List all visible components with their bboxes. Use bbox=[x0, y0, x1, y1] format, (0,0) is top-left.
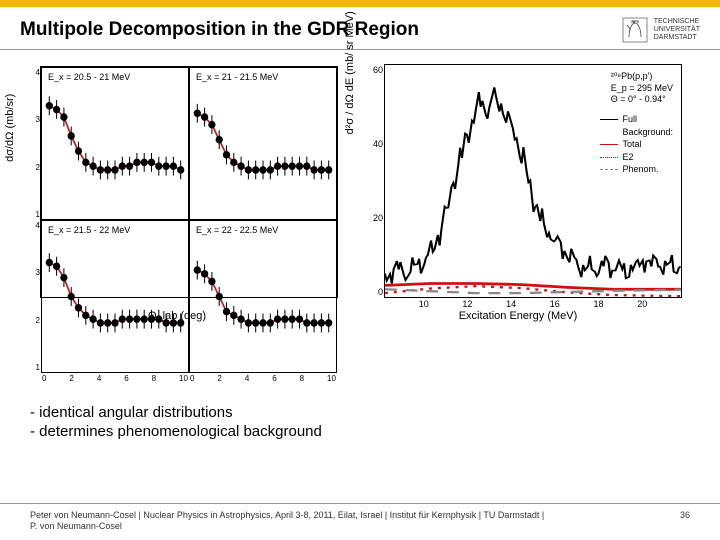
logo-text: TECHNISCHE UNIVERSITÄT DARMSTADT bbox=[654, 18, 700, 42]
right-ylabel: d²σ / dΩ dE (mb/ sr MeV) bbox=[344, 11, 356, 134]
panel-label-3: E_x = 22 - 22.5 MeV bbox=[196, 225, 278, 235]
footer-credits: Peter von Neumann-Cosel | Nuclear Physic… bbox=[30, 510, 550, 533]
legend-phenom: Phenom. bbox=[600, 163, 673, 176]
angular-dist-chart: dσ/dΩ (mb/sr) 4321 E_x = 20.5 - 21 MeV E… bbox=[12, 60, 342, 320]
page-number: 36 bbox=[680, 510, 690, 533]
footer: Peter von Neumann-Cosel | Nuclear Physic… bbox=[0, 503, 720, 533]
legend-total: Total bbox=[600, 138, 673, 151]
annot-angle: Θ = 0° - 0.94° bbox=[611, 94, 673, 106]
panel-svg-3 bbox=[190, 221, 336, 372]
panel-label-2: E_x = 21.5 - 22 MeV bbox=[48, 225, 130, 235]
right-plot-area: 6040200 101214161820 ²⁰⁸Pb(p,p') E_p = 2… bbox=[384, 64, 682, 298]
left-xlabel: Θ_lab (deg) bbox=[148, 310, 206, 322]
logo-line3: DARMSTADT bbox=[654, 34, 700, 42]
panel-br: 0246810 E_x = 22 - 22.5 MeV bbox=[189, 220, 337, 373]
excitation-spectrum-chart: d²σ / dΩ dE (mb/ sr MeV) 6040200 1012141… bbox=[348, 60, 688, 320]
panel-svg-1 bbox=[190, 68, 336, 219]
annot-energy: E_p = 295 MeV bbox=[611, 83, 673, 95]
panel-tl: 4321 E_x = 20.5 - 21 MeV bbox=[41, 67, 189, 220]
xticks-bl: 0246810 bbox=[42, 374, 188, 384]
athena-icon bbox=[622, 17, 648, 43]
bullet-1: - identical angular distributions bbox=[30, 404, 690, 421]
yticks-bl: 4321 bbox=[26, 221, 40, 372]
logo-line2: UNIVERSITÄT bbox=[654, 26, 700, 34]
xticks-br: 0246810 bbox=[190, 374, 336, 384]
panel-tr: E_x = 21 - 21.5 MeV bbox=[189, 67, 337, 220]
right-annotation: ²⁰⁸Pb(p,p') E_p = 295 MeV Θ = 0° - 0.94° bbox=[611, 71, 673, 106]
content-area: dσ/dΩ (mb/sr) 4321 E_x = 20.5 - 21 MeV E… bbox=[0, 50, 720, 320]
university-logo: TECHNISCHE UNIVERSITÄT DARMSTADT bbox=[622, 17, 700, 43]
right-xlabel: Excitation Energy (MeV) bbox=[459, 310, 578, 322]
legend-e2: E2 bbox=[600, 151, 673, 164]
yticks-tl: 4321 bbox=[26, 68, 40, 219]
left-panel-grid: 4321 E_x = 20.5 - 21 MeV E_x = 21 - 21.5… bbox=[40, 66, 338, 298]
right-yticks: 6040200 bbox=[363, 65, 383, 297]
bullet-2: - determines phenomenological background bbox=[30, 423, 690, 440]
logo-line1: TECHNISCHE bbox=[654, 18, 700, 26]
panel-bl: 4321 0246810 E_x = 21.5 - 22 MeV bbox=[41, 220, 189, 373]
slide-title: Multipole Decomposition in the GDR Regio… bbox=[20, 19, 419, 41]
title-row: Multipole Decomposition in the GDR Regio… bbox=[0, 7, 720, 50]
right-legend: Full Background: Total E2 Phenom. bbox=[600, 113, 673, 176]
accent-bar bbox=[0, 0, 720, 7]
panel-svg-2 bbox=[42, 221, 188, 372]
panel-svg-0 bbox=[42, 68, 188, 219]
legend-full: Full bbox=[600, 113, 673, 126]
left-ylabel: dσ/dΩ (mb/sr) bbox=[4, 94, 16, 162]
panel-label-0: E_x = 20.5 - 21 MeV bbox=[48, 72, 130, 82]
legend-bg-header: Background: bbox=[600, 126, 673, 139]
panel-label-1: E_x = 21 - 21.5 MeV bbox=[196, 72, 278, 82]
annot-reaction: ²⁰⁸Pb(p,p') bbox=[611, 71, 673, 83]
